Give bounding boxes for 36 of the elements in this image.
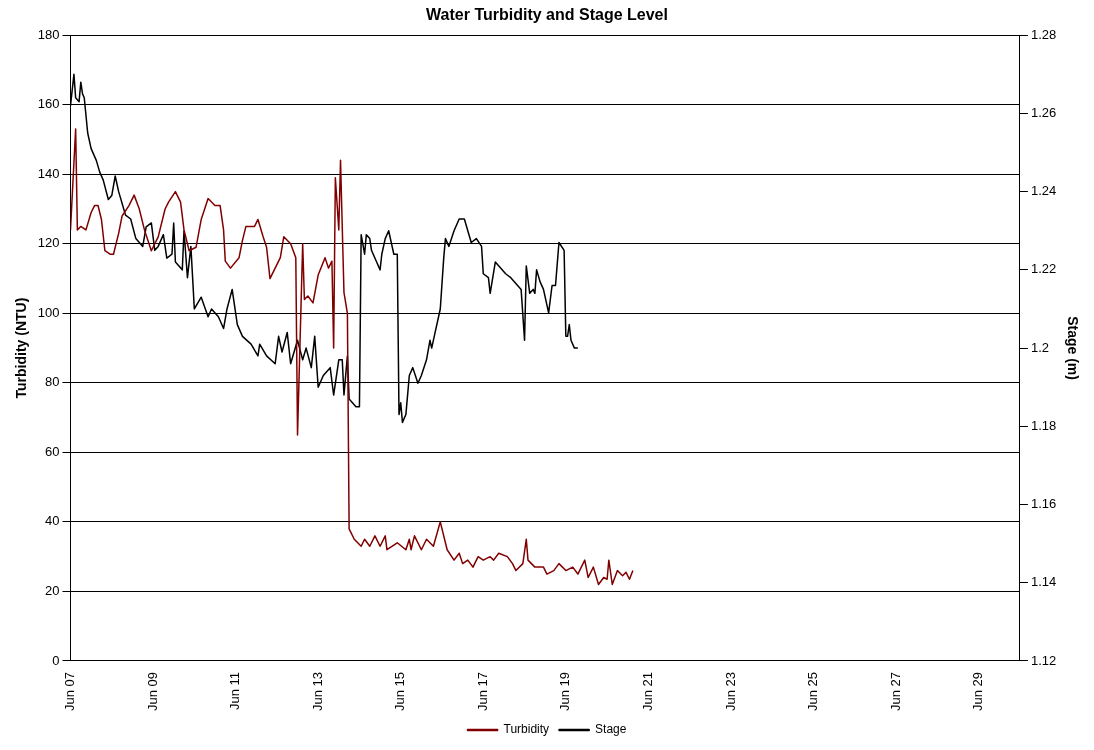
y-tick-label: 0 xyxy=(52,652,60,668)
x-tick-label: Jun 15 xyxy=(392,671,408,712)
x-tick-label: Jun 09 xyxy=(144,671,160,712)
legend-label: Turbidity xyxy=(503,722,550,737)
y2-tick-label: 1.26 xyxy=(1030,105,1057,120)
y-tick-label: 100 xyxy=(37,304,60,320)
y-tick-label: 60 xyxy=(45,443,60,459)
y2-axis-title: Stage (m) xyxy=(1064,316,1081,380)
y-tick-label: 80 xyxy=(45,374,60,390)
y2-tick-label: 1.14 xyxy=(1030,574,1057,590)
y-tick-label: 40 xyxy=(45,513,60,529)
chart-title: Water Turbidity and Stage Level xyxy=(426,6,668,24)
x-tick-label: Jun 29 xyxy=(970,671,986,712)
y-tick-label: 120 xyxy=(37,235,60,251)
y2-tick-label: 1.12 xyxy=(1030,652,1057,668)
y2-tick-label: 1.24 xyxy=(1030,183,1057,199)
x-tick-label: Jun 07 xyxy=(62,671,78,712)
x-tick-label: Jun 17 xyxy=(474,671,490,712)
x-tick-label: Jun 13 xyxy=(309,671,325,712)
y-tick-label: 180 xyxy=(37,26,60,42)
y2-tick-label: 1.22 xyxy=(1030,261,1057,277)
x-tick-label: Jun 11 xyxy=(227,671,243,711)
legend-label: Stage xyxy=(595,722,627,737)
x-tick-label: Jun 23 xyxy=(722,671,738,712)
x-tick-label: Jun 27 xyxy=(887,671,903,712)
x-tick-label: Jun 21 xyxy=(639,671,655,712)
y2-tick-label: 1.28 xyxy=(1030,26,1057,42)
y2-tick-label: 1.16 xyxy=(1030,496,1057,512)
x-tick-label: Jun 19 xyxy=(557,671,573,712)
x-tick-label: Jun 25 xyxy=(805,671,821,712)
y-tick-label: 20 xyxy=(45,583,60,599)
y2-tick-label: 1.2 xyxy=(1030,339,1049,355)
y2-tick-label: 1.18 xyxy=(1030,417,1057,433)
y-axis-title: Turbidity (NTU) xyxy=(13,297,30,399)
y-tick-label: 160 xyxy=(37,96,60,112)
y-tick-label: 140 xyxy=(37,165,60,181)
